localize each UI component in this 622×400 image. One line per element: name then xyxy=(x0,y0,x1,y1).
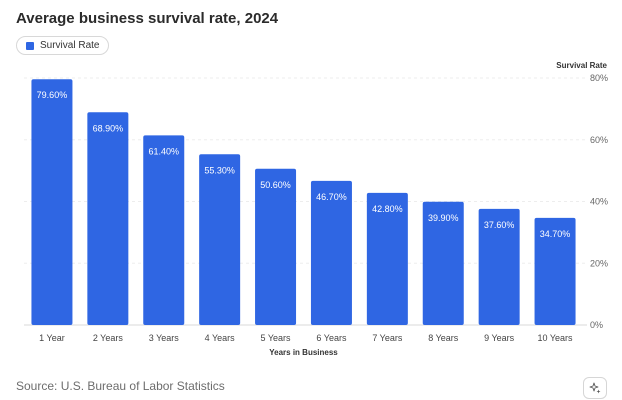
bar-data-label: 34.70% xyxy=(540,229,571,239)
x-tick-label: 9 Years xyxy=(484,333,515,343)
x-tick-label: 6 Years xyxy=(316,333,347,343)
bar xyxy=(255,168,297,325)
bar xyxy=(199,154,241,325)
x-tick-label: 1 Year xyxy=(39,333,65,343)
legend-item-survival-rate[interactable]: Survival Rate xyxy=(16,36,110,55)
bar xyxy=(422,201,464,325)
bar-chart: 0% 20% 40% 60% 80% Survival Rate 79.60% 1 Year 6… xyxy=(24,61,608,357)
y-tick-label: 40% xyxy=(590,197,608,207)
bar xyxy=(87,112,129,326)
x-tick-label: 10 Years xyxy=(538,333,574,343)
bar-data-label: 79.60% xyxy=(37,90,68,100)
y-tick-label: 80% xyxy=(590,73,608,83)
bar xyxy=(534,217,576,325)
x-axis-title: Years in Business xyxy=(269,348,338,357)
source-note: Source: U.S. Bureau of Labor Statistics xyxy=(16,379,225,393)
x-tick-label: 7 Years xyxy=(372,333,403,343)
bar-data-label: 39.90% xyxy=(428,213,459,223)
x-tick-label: 8 Years xyxy=(428,333,459,343)
bar-data-label: 50.60% xyxy=(260,180,291,190)
y-tick-label: 60% xyxy=(590,135,608,145)
bar-data-label: 46.70% xyxy=(316,192,347,202)
bar xyxy=(310,180,352,325)
sparkle-icon xyxy=(589,382,601,394)
bar-data-label: 55.30% xyxy=(204,165,235,175)
ai-assistant-button[interactable] xyxy=(583,377,607,399)
y-axis-title: Survival Rate xyxy=(556,61,607,70)
legend-swatch xyxy=(26,41,34,50)
bar xyxy=(143,135,185,325)
x-tick-label: 5 Years xyxy=(261,333,292,343)
legend-label: Survival Rate xyxy=(40,40,100,51)
y-tick-label: 0% xyxy=(590,320,603,330)
bar xyxy=(31,79,73,325)
x-tick-label: 2 Years xyxy=(93,333,124,343)
bar-data-label: 37.60% xyxy=(484,220,515,230)
bar xyxy=(366,192,408,325)
bar-data-label: 61.40% xyxy=(148,146,179,156)
bar-data-label: 42.80% xyxy=(372,204,403,214)
x-tick-label: 4 Years xyxy=(205,333,236,343)
y-tick-label: 20% xyxy=(590,258,608,268)
chart-title: Average business survival rate, 2024 xyxy=(16,10,279,27)
x-tick-label: 3 Years xyxy=(149,333,180,343)
bar xyxy=(478,208,520,325)
bar-data-label: 68.90% xyxy=(93,123,124,133)
